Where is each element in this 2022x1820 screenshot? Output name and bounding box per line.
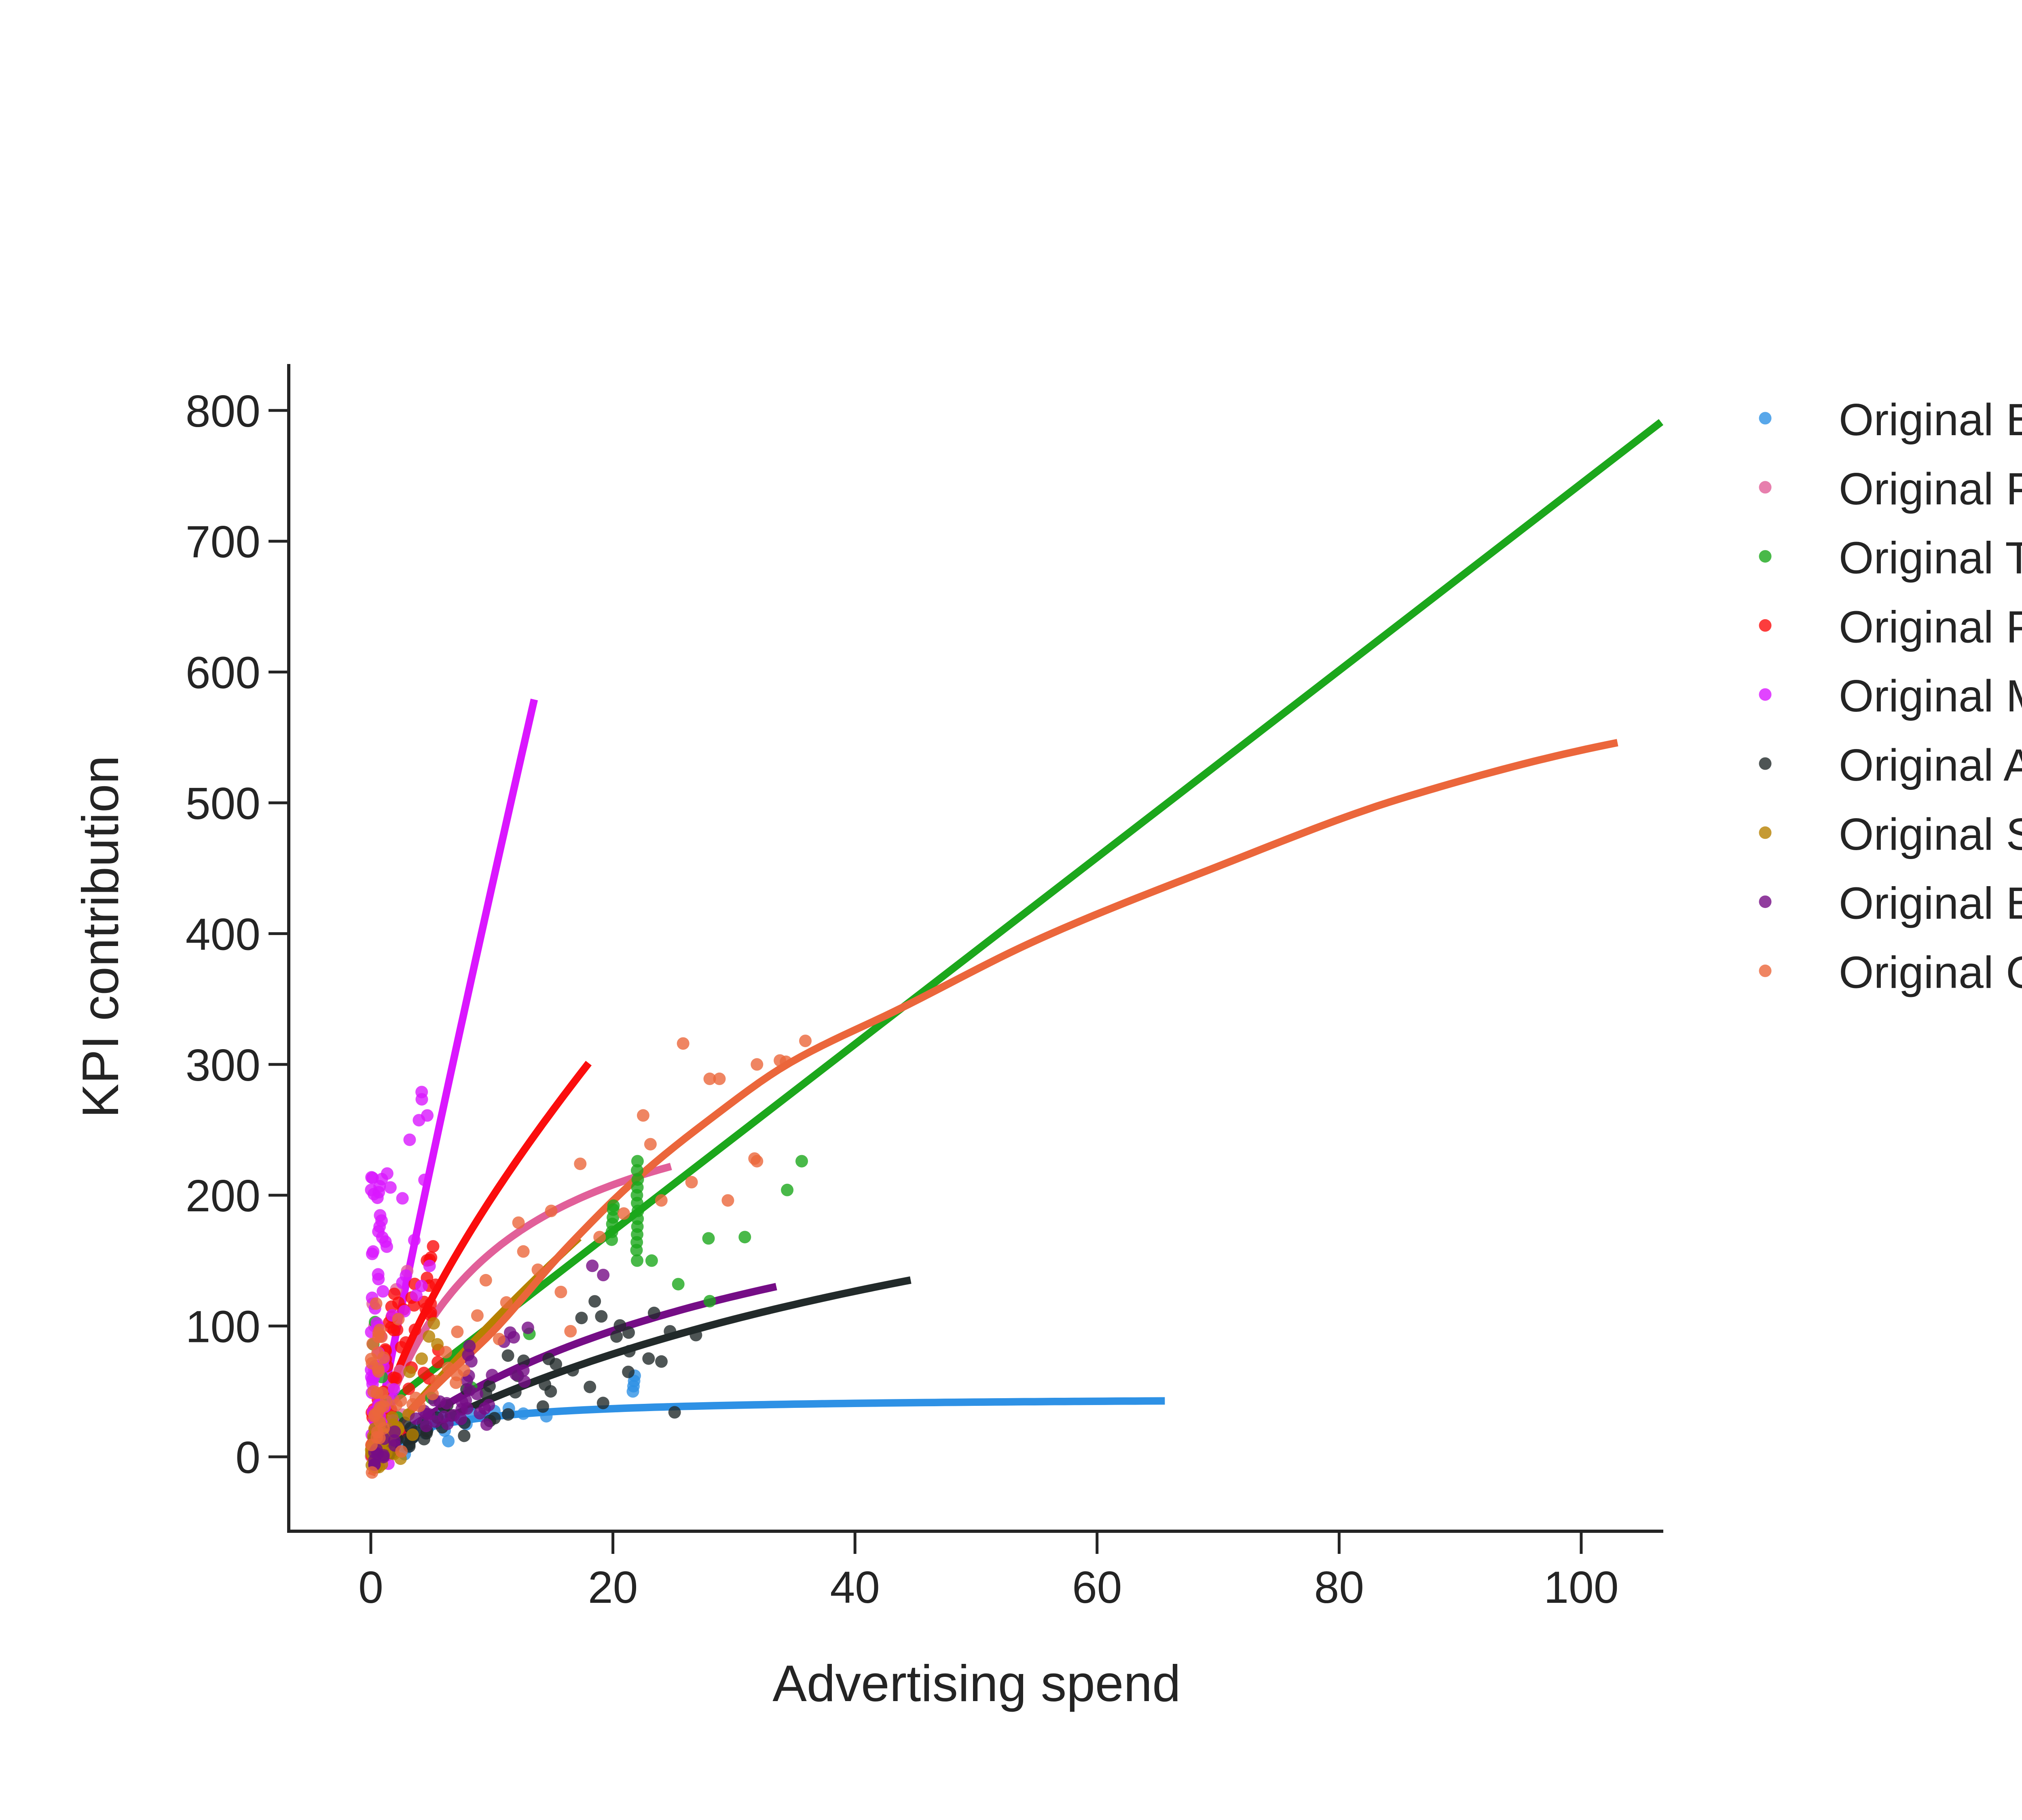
svg-text:400: 400 bbox=[186, 909, 260, 959]
svg-text:100: 100 bbox=[1544, 1562, 1618, 1613]
svg-text:Original Programmatic: Original Programmatic bbox=[1839, 602, 2022, 652]
svg-text:600: 600 bbox=[186, 648, 260, 698]
svg-text:0: 0 bbox=[358, 1562, 383, 1613]
svg-text:100: 100 bbox=[186, 1302, 260, 1352]
svg-text:700: 700 bbox=[186, 517, 260, 567]
svg-text:Advertising spend: Advertising spend bbox=[772, 1655, 1181, 1712]
svg-text:Original Business Events: Original Business Events bbox=[1839, 878, 2022, 929]
svg-text:Original Advertorials: Original Advertorials bbox=[1839, 740, 2022, 790]
svg-text:800: 800 bbox=[186, 386, 260, 436]
svg-text:Original Partnerships: Original Partnerships bbox=[1839, 464, 2022, 514]
svg-text:80: 80 bbox=[1314, 1562, 1364, 1613]
svg-text:60: 60 bbox=[1072, 1562, 1122, 1613]
svg-text:KPI contribution: KPI contribution bbox=[72, 756, 129, 1118]
svg-text:Original TV: Original TV bbox=[1839, 533, 2022, 583]
svg-text:Original Sponsorship: Original Sponsorship bbox=[1839, 809, 2022, 859]
svg-text:40: 40 bbox=[830, 1562, 880, 1613]
svg-text:Original Brand Search: Original Brand Search bbox=[1839, 395, 2022, 445]
svg-text:200: 200 bbox=[186, 1171, 260, 1221]
svg-text:0: 0 bbox=[235, 1433, 260, 1483]
svg-text:300: 300 bbox=[186, 1040, 260, 1090]
svg-text:Original Magazines: Original Magazines bbox=[1839, 671, 2022, 721]
svg-text:Original Out Of Home Advertisi: Original Out Of Home Advertising bbox=[1839, 947, 2022, 997]
svg-text:500: 500 bbox=[186, 779, 260, 829]
svg-text:20: 20 bbox=[588, 1562, 638, 1613]
